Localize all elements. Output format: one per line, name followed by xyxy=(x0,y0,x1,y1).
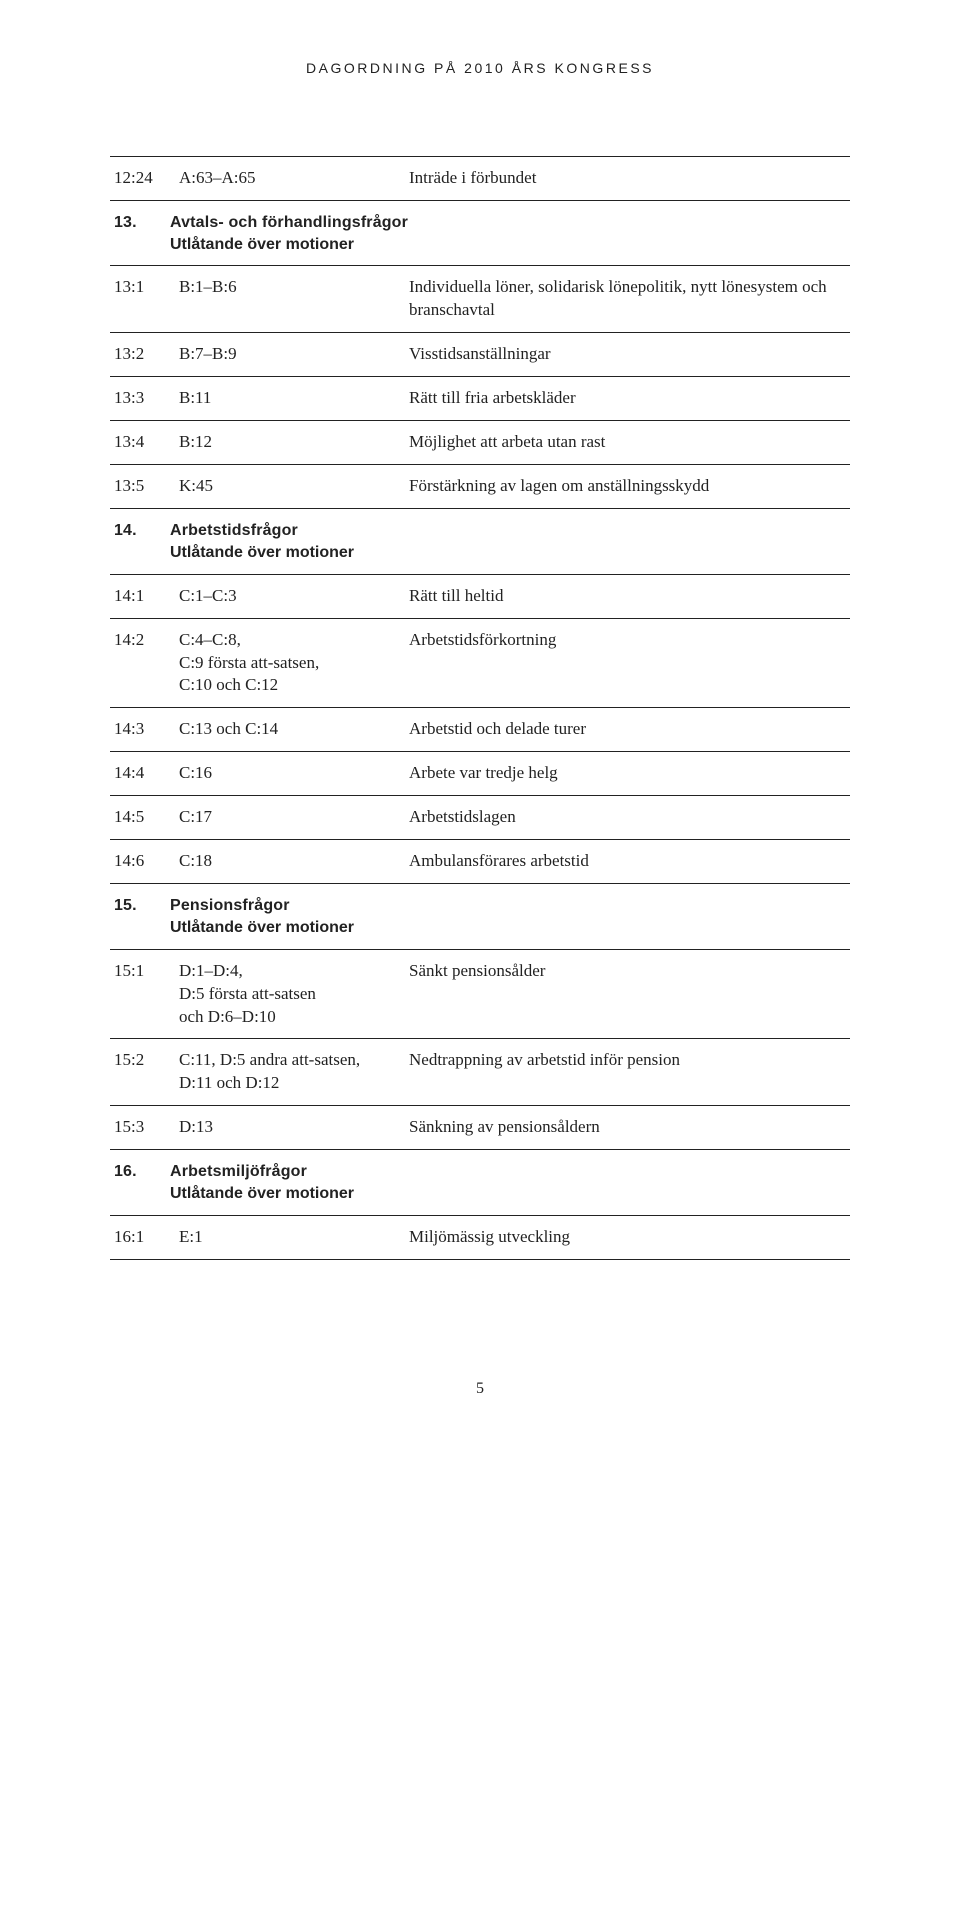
table-row: 14:1C:1–C:3Rätt till heltid xyxy=(110,574,850,618)
row-description: Arbetstidslagen xyxy=(405,796,850,840)
row-description: Arbetstid och delade turer xyxy=(405,708,850,752)
table-row: 14:2C:4–C:8, C:9 första att-satsen, C:10… xyxy=(110,618,850,708)
table-row: 13:2B:7–B:9Visstidsanställningar xyxy=(110,333,850,377)
section-number: 14. xyxy=(114,520,170,542)
row-description: Ambulansförares arbetstid xyxy=(405,840,850,884)
section-number: 16. xyxy=(114,1161,170,1183)
row-description: Sänkt pensionsålder xyxy=(405,949,850,1039)
row-description: Inträde i förbundet xyxy=(405,157,850,201)
section-heading: 14.Arbetstidsfrågor xyxy=(114,522,298,539)
row-code: 14:5 xyxy=(110,796,175,840)
section-heading: 15.Pensionsfrågor xyxy=(114,897,290,914)
section-number: 15. xyxy=(114,895,170,917)
row-reference: C:4–C:8, C:9 första att-satsen, C:10 och… xyxy=(175,618,405,708)
row-code: 16:1 xyxy=(110,1215,175,1259)
section-title: Pensionsfrågor xyxy=(170,897,290,914)
section-row: 14.Arbetstidsfrågor Utlåtande över motion… xyxy=(110,509,850,575)
row-description: Arbete var tredje helg xyxy=(405,752,850,796)
row-description: Miljömässig utveckling xyxy=(405,1215,850,1259)
row-description: Förstärkning av lagen om anställningssky… xyxy=(405,465,850,509)
section-subtitle: Utlåtande över motioner xyxy=(114,542,842,564)
document-page: DAGORDNING PÅ 2010 ÅRS KONGRESS 12:24A:6… xyxy=(0,0,960,1468)
section-subtitle: Utlåtande över motioner xyxy=(114,917,842,939)
row-reference: C:13 och C:14 xyxy=(175,708,405,752)
row-code: 13:3 xyxy=(110,377,175,421)
row-code: 14:4 xyxy=(110,752,175,796)
section-number: 13. xyxy=(114,212,170,234)
table-row: 13:1B:1–B:6Individuella löner, solidaris… xyxy=(110,266,850,333)
row-reference: C:18 xyxy=(175,840,405,884)
section-row: 13.Avtals- och förhandlingsfrågor Utlåtan… xyxy=(110,200,850,266)
row-code: 15:3 xyxy=(110,1106,175,1150)
agenda-table: 12:24A:63–A:65Inträde i förbundet13.Avta… xyxy=(110,156,850,1260)
row-description: Nedtrappning av arbetstid inför pension xyxy=(405,1039,850,1106)
row-description: Rätt till fria arbetskläder xyxy=(405,377,850,421)
row-code: 15:2 xyxy=(110,1039,175,1106)
section-title: Avtals- och förhandlingsfrågor xyxy=(170,214,408,231)
page-number: 5 xyxy=(110,1380,850,1398)
row-reference: B:7–B:9 xyxy=(175,333,405,377)
row-reference: D:13 xyxy=(175,1106,405,1150)
row-reference: E:1 xyxy=(175,1215,405,1259)
row-code: 14:3 xyxy=(110,708,175,752)
section-subtitle: Utlåtande över motioner xyxy=(114,1183,842,1205)
row-reference: B:1–B:6 xyxy=(175,266,405,333)
row-reference: C:11, D:5 andra att-satsen, D:11 och D:1… xyxy=(175,1039,405,1106)
section-title: Arbetsmiljöfrågor xyxy=(170,1163,307,1180)
table-row: 16:1E:1Miljömässig utveckling xyxy=(110,1215,850,1259)
table-row: 14:4C:16Arbete var tredje helg xyxy=(110,752,850,796)
table-row: 13:5K:45Förstärkning av lagen om anställ… xyxy=(110,465,850,509)
row-reference: C:16 xyxy=(175,752,405,796)
table-row: 14:6C:18Ambulansförares arbetstid xyxy=(110,840,850,884)
row-description: Visstidsanställningar xyxy=(405,333,850,377)
row-code: 14:6 xyxy=(110,840,175,884)
row-code: 14:1 xyxy=(110,574,175,618)
row-reference: B:11 xyxy=(175,377,405,421)
table-row: 13:4B:12Möjlighet att arbeta utan rast xyxy=(110,421,850,465)
row-description: Sänkning av pensionsåldern xyxy=(405,1106,850,1150)
row-reference: D:1–D:4, D:5 första att-satsen och D:6–D… xyxy=(175,949,405,1039)
row-code: 13:5 xyxy=(110,465,175,509)
row-reference: C:1–C:3 xyxy=(175,574,405,618)
row-code: 14:2 xyxy=(110,618,175,708)
row-description: Rätt till heltid xyxy=(405,574,850,618)
row-code: 13:4 xyxy=(110,421,175,465)
row-reference: B:12 xyxy=(175,421,405,465)
section-heading: 16.Arbetsmiljöfrågor xyxy=(114,1163,307,1180)
row-code: 13:2 xyxy=(110,333,175,377)
table-row: 14:3C:13 och C:14Arbetstid och delade tu… xyxy=(110,708,850,752)
row-code: 15:1 xyxy=(110,949,175,1039)
row-reference: K:45 xyxy=(175,465,405,509)
row-reference: C:17 xyxy=(175,796,405,840)
table-row: 12:24A:63–A:65Inträde i förbundet xyxy=(110,157,850,201)
row-description: Individuella löner, solidarisk lönepolit… xyxy=(405,266,850,333)
table-row: 15:3D:13Sänkning av pensionsåldern xyxy=(110,1106,850,1150)
section-row: 15.Pensionsfrågor Utlåtande över motioner xyxy=(110,884,850,950)
section-subtitle: Utlåtande över motioner xyxy=(114,234,842,256)
table-row: 15:2C:11, D:5 andra att-satsen, D:11 och… xyxy=(110,1039,850,1106)
row-description: Möjlighet att arbeta utan rast xyxy=(405,421,850,465)
section-title: Arbetstidsfrågor xyxy=(170,522,298,539)
section-heading: 13.Avtals- och förhandlingsfrågor xyxy=(114,214,408,231)
section-row: 16.Arbetsmiljöfrågor Utlåtande över motio… xyxy=(110,1150,850,1216)
running-head: DAGORDNING PÅ 2010 ÅRS KONGRESS xyxy=(110,60,850,76)
row-description: Arbetstidsförkortning xyxy=(405,618,850,708)
table-row: 15:1D:1–D:4, D:5 första att-satsen och D… xyxy=(110,949,850,1039)
row-code: 12:24 xyxy=(110,157,175,201)
table-row: 13:3B:11Rätt till fria arbetskläder xyxy=(110,377,850,421)
table-row: 14:5C:17Arbetstidslagen xyxy=(110,796,850,840)
row-code: 13:1 xyxy=(110,266,175,333)
row-reference: A:63–A:65 xyxy=(175,157,405,201)
